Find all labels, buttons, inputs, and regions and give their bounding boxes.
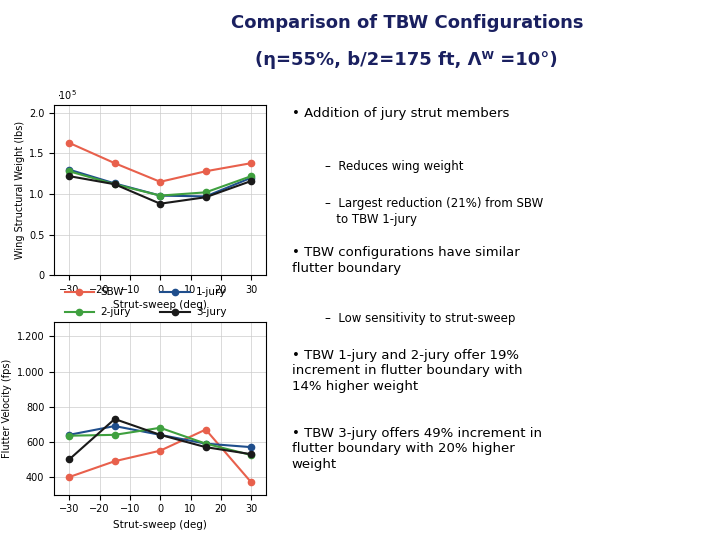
Text: –  Largest reduction (21%) from SBW
   to TBW 1-jury: – Largest reduction (21%) from SBW to TB… [325, 197, 543, 226]
Text: 1-jury: 1-jury [197, 287, 227, 297]
Text: –  Reduces wing weight: – Reduces wing weight [325, 160, 463, 173]
Y-axis label: Wing Structural Weight (lbs): Wing Structural Weight (lbs) [14, 121, 24, 259]
Text: • TBW 3-jury offers 49% increment in
flutter boundary with 20% higher
weight: • TBW 3-jury offers 49% increment in flu… [292, 427, 541, 471]
Text: • Addition of jury strut members: • Addition of jury strut members [292, 107, 509, 120]
Text: Multidisciplinary Analysis and Design Center for Advanced Vehicles: Multidisciplinary Analysis and Design Ce… [147, 517, 544, 528]
Text: 2-jury: 2-jury [101, 307, 131, 318]
Text: 25: 25 [685, 516, 702, 529]
Text: Comparison of TBW Configurations: Comparison of TBW Configurations [230, 14, 583, 31]
Text: SBW: SBW [101, 287, 125, 297]
Text: (η=55%, b/2=175 ft, Λᵂ =10°): (η=55%, b/2=175 ft, Λᵂ =10°) [256, 51, 558, 69]
X-axis label: Strut-sweep (deg): Strut-sweep (deg) [113, 520, 207, 530]
Text: $\cdot\!10^5$: $\cdot\!10^5$ [57, 88, 76, 102]
Text: • TBW configurations have similar
flutter boundary: • TBW configurations have similar flutte… [292, 246, 519, 275]
Text: –  Low sensitivity to strut-sweep: – Low sensitivity to strut-sweep [325, 312, 515, 325]
Text: 3-jury: 3-jury [197, 307, 227, 318]
Y-axis label: Flutter Velocity (fps): Flutter Velocity (fps) [2, 359, 12, 458]
Text: • TBW 1-jury and 2-jury offer 19%
increment in flutter boundary with
14% higher : • TBW 1-jury and 2-jury offer 19% increm… [292, 349, 522, 393]
X-axis label: Strut-sweep (deg): Strut-sweep (deg) [113, 300, 207, 310]
